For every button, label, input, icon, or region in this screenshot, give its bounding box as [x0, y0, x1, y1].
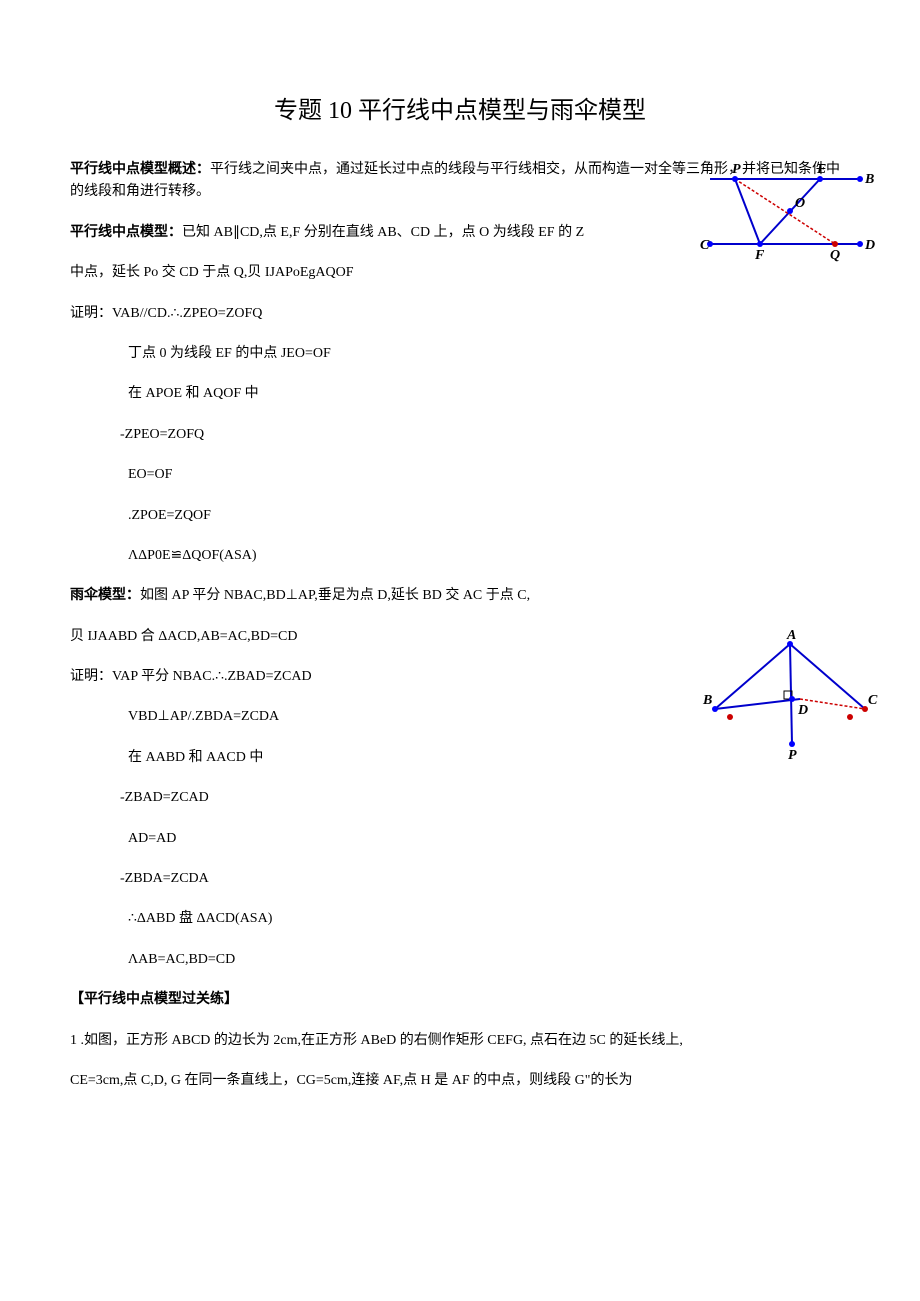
label-P2: P	[788, 748, 797, 763]
label-O: O	[795, 196, 805, 211]
page-title: 专题 10 平行线中点模型与雨伞模型	[70, 90, 850, 125]
line-p1-1: 丁点 0 为线段 EF 的中点 JEO=OF	[70, 343, 850, 365]
document-page: 专题 10 平行线中点模型与雨伞模型 P E B C F Q D O	[0, 0, 920, 1150]
label-B2: B	[702, 693, 712, 708]
label-B: B	[864, 172, 874, 187]
content-area: P E B C F Q D O A B C D	[70, 159, 850, 1092]
line-p2-5: -ZBDA=ZCDA	[70, 868, 850, 890]
label-Q: Q	[830, 248, 840, 263]
label-P: P	[732, 162, 741, 177]
figure-parallel-midpoint: P E B C F Q D O	[700, 159, 880, 269]
umbrella-label: 雨伞模型：	[70, 588, 140, 603]
line-p1-5: .ZPOE=ZQOF	[70, 505, 850, 527]
question-1b: CE=3cm,点 C,D, G 在同一条直线上，CG=5cm,连接 AF,点 H…	[70, 1070, 850, 1092]
line-p1-2: 在 APOE 和 AQOF 中	[70, 383, 850, 405]
line-p1-3: -ZPEO=ZOFQ	[70, 424, 850, 446]
label-C: C	[700, 238, 710, 253]
umbrella-text: 如图 AP 平分 NBAC,BD⊥AP,垂足为点 D,延长 BD 交 AC 于点…	[140, 588, 530, 603]
model-label: 平行线中点模型：	[70, 225, 182, 240]
line-p1-4: EO=OF	[70, 464, 850, 486]
label-C2: C	[868, 693, 878, 708]
label-F: F	[754, 248, 765, 263]
section-practice-heading: 【平行线中点模型过关练】	[70, 989, 850, 1011]
line-p2-3: -ZBAD=ZCAD	[70, 787, 850, 809]
label-D2: D	[797, 703, 808, 718]
label-E: E	[816, 162, 826, 177]
figure-umbrella: A B C D P	[700, 629, 880, 769]
label-D: D	[864, 238, 875, 253]
line-p2-4: AD=AD	[70, 828, 850, 850]
line-proof1: 证明：VAB//CD.∴.ZPEO=ZOFQ	[70, 303, 850, 325]
line-p2-7: ΛAB=AC,BD=CD	[70, 949, 850, 971]
question-1a: 1 .如图，正方形 ABCD 的边长为 2cm,在正方形 ABeD 的右侧作矩形…	[70, 1030, 850, 1052]
model-text: 已知 AB∥CD,点 E,F 分别在直线 AB、CD 上，点 O 为线段 EF …	[182, 225, 584, 240]
line-p1-6: ΛΔP0E≌ΔQOF(ASA)	[70, 545, 850, 567]
overview-label: 平行线中点模型概述：	[70, 162, 210, 177]
line-p2-6: ∴ΔABD 盘 ΔACD(ASA)	[70, 908, 850, 930]
label-A2: A	[786, 629, 796, 643]
umbrella-para: 雨伞模型：如图 AP 平分 NBAC,BD⊥AP,垂足为点 D,延长 BD 交 …	[70, 585, 850, 607]
